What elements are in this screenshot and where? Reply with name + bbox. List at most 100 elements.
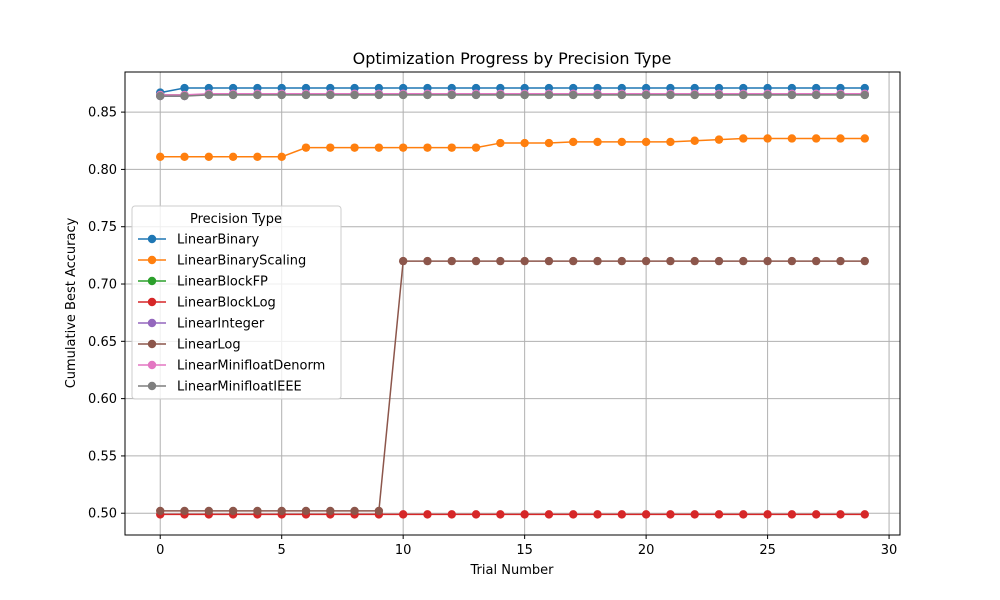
plot-frame	[124, 71, 901, 536]
series-line	[160, 87, 865, 94]
data-point	[569, 510, 578, 519]
series-LinearLog	[156, 256, 869, 516]
data-point	[471, 256, 481, 266]
data-point	[666, 510, 675, 519]
x-tick-label: 30	[881, 543, 898, 558]
data-point	[301, 143, 311, 152]
data-point	[447, 143, 456, 152]
data-point	[569, 90, 578, 100]
legend-title: Precision Type	[190, 212, 282, 227]
data-point	[277, 152, 286, 162]
data-point	[690, 136, 699, 145]
data-point	[277, 506, 286, 516]
legend-entry: LinearInteger	[138, 317, 265, 332]
legend-label: LinearMinifloatIEEE	[177, 380, 302, 395]
data-point	[228, 506, 238, 516]
data-point	[374, 506, 384, 516]
legend-label: LinearInteger	[177, 317, 265, 332]
data-point	[544, 90, 554, 100]
data-point	[180, 506, 189, 516]
data-point	[520, 138, 529, 148]
legend-label: LinearMinifloatDenorm	[177, 359, 325, 374]
legend-box	[131, 205, 342, 400]
x-tick-label: 15	[516, 543, 533, 558]
y-tick-label: 0.80	[88, 163, 117, 178]
data-point	[739, 510, 748, 519]
legend-entry: LinearBlockFP	[138, 275, 268, 290]
data-point	[836, 256, 845, 266]
data-point	[787, 256, 797, 266]
data-point	[641, 510, 651, 519]
legend-marker	[147, 297, 157, 307]
series-line	[160, 94, 865, 97]
data-point	[836, 134, 845, 143]
legend-label: LinearBinaryScaling	[177, 254, 306, 269]
data-point	[666, 137, 675, 147]
data-point	[228, 152, 238, 162]
data-point	[350, 143, 359, 152]
data-point	[520, 510, 529, 519]
data-point	[617, 137, 627, 147]
data-point	[641, 256, 651, 266]
x-tick-label: 0	[156, 543, 164, 558]
data-point	[471, 90, 481, 100]
data-point	[544, 510, 554, 519]
data-point	[739, 256, 748, 266]
data-point	[423, 143, 432, 152]
data-point	[811, 90, 821, 100]
data-point	[787, 90, 797, 100]
data-point	[204, 90, 214, 100]
data-point	[860, 90, 869, 100]
data-point	[690, 510, 699, 519]
data-point	[350, 506, 359, 516]
data-point	[447, 90, 456, 100]
data-point	[617, 256, 627, 266]
series-layer	[156, 83, 869, 519]
data-point	[690, 256, 699, 266]
data-point	[180, 91, 189, 101]
data-point	[836, 90, 845, 100]
legend: Precision Type LinearBinary LinearBinaryS…	[131, 205, 342, 400]
data-point	[496, 510, 505, 519]
data-point	[253, 152, 262, 162]
data-point	[423, 510, 432, 519]
data-point	[617, 90, 627, 100]
y-tick-label: 0.75	[88, 220, 117, 235]
data-point	[860, 510, 869, 519]
data-point	[569, 137, 578, 147]
data-point	[398, 143, 408, 152]
data-point	[447, 510, 456, 519]
x-tick-label: 10	[395, 543, 412, 558]
data-point	[253, 506, 262, 516]
legend-entry: LinearBlockLog	[138, 296, 276, 311]
y-axis-title: Cumulative Best Accuracy	[64, 217, 79, 388]
data-point	[690, 90, 699, 100]
legend-marker	[147, 234, 157, 244]
data-point	[326, 143, 335, 152]
data-point	[156, 152, 165, 162]
series-LinearBinaryScaling	[156, 134, 869, 162]
chart-title: Optimization Progress by Precision Type	[353, 49, 672, 68]
data-point	[666, 256, 675, 266]
data-point	[836, 510, 845, 519]
y-tick-label: 0.55	[88, 449, 117, 464]
data-point	[811, 256, 821, 266]
legend-entry: LinearBinary	[138, 233, 259, 248]
data-point	[496, 90, 505, 100]
legend-label: LinearLog	[177, 338, 241, 353]
data-point	[471, 143, 481, 152]
data-point	[641, 137, 651, 147]
data-point	[423, 90, 432, 100]
data-point	[811, 510, 821, 519]
legend-marker	[147, 339, 157, 349]
data-point	[374, 90, 384, 100]
legend-marker	[147, 276, 157, 286]
y-tick-label: 0.70	[88, 278, 117, 293]
data-point	[520, 256, 529, 266]
data-point	[374, 143, 384, 152]
axis-ticks: 0 5 10 15 20 25 30 0.50 0.55 0.60 0.65 0.70 0.75 0.80…	[88, 106, 897, 558]
data-point	[156, 506, 165, 516]
data-point	[787, 134, 797, 143]
data-point	[496, 256, 505, 266]
data-point	[714, 510, 724, 519]
